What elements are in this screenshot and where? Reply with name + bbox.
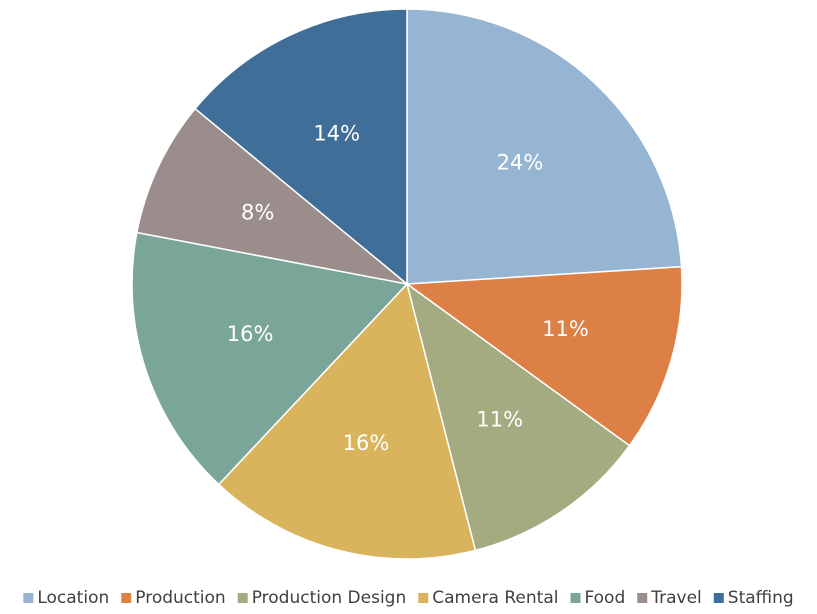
data-label: 16% bbox=[227, 322, 274, 346]
legend-swatch bbox=[237, 593, 248, 603]
data-label: 16% bbox=[343, 431, 390, 455]
pie-slice bbox=[131, 231, 409, 486]
legend-label: Food bbox=[584, 588, 625, 608]
legend-swatch bbox=[23, 593, 34, 603]
legend-swatch bbox=[121, 593, 132, 603]
legend-swatch bbox=[713, 593, 724, 603]
legend: Location Production Production Design Camer… bbox=[23, 588, 794, 608]
legend-swatch bbox=[637, 593, 648, 603]
legend-swatch bbox=[570, 593, 581, 603]
data-label: 24% bbox=[497, 151, 544, 175]
pie-slice bbox=[404, 265, 683, 447]
legend-label: Production bbox=[135, 588, 225, 608]
pie-slice bbox=[405, 282, 631, 552]
data-label: 14% bbox=[313, 122, 360, 146]
legend-label: Production Design bbox=[252, 588, 407, 608]
pie-slice bbox=[217, 282, 477, 560]
data-label: 8% bbox=[241, 201, 274, 225]
data-label: 11% bbox=[542, 317, 589, 341]
pie-slice bbox=[135, 107, 408, 285]
pie-slice bbox=[194, 8, 408, 286]
data-label: 11% bbox=[476, 407, 523, 431]
pie-slice bbox=[406, 8, 683, 285]
legend-swatch bbox=[418, 593, 429, 603]
legend-label: Staffing bbox=[728, 588, 794, 608]
legend-label: Camera Rental bbox=[432, 588, 558, 608]
legend-label: Travel bbox=[650, 588, 702, 608]
legend-label: Location bbox=[37, 588, 109, 608]
